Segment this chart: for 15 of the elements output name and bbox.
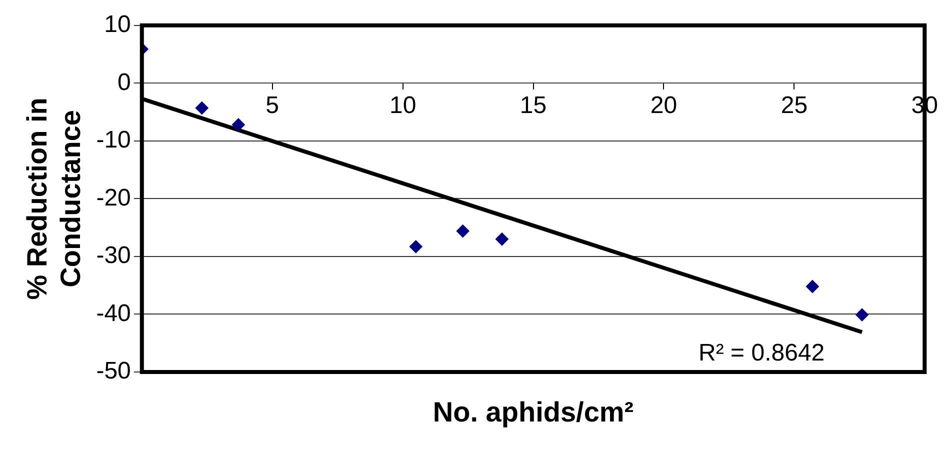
y-tick-label: 0: [118, 68, 131, 96]
x-tick-label: 20: [650, 92, 678, 120]
x-tick-label: 25: [780, 92, 808, 120]
x-tick-label: 10: [389, 92, 416, 120]
y-tick-label: -20: [96, 184, 131, 212]
y-tick-label: -10: [96, 126, 131, 154]
x-tick-label: 15: [520, 92, 547, 120]
x-axis-title: No. aphids/cm²: [432, 396, 634, 428]
y-tick-label: -50: [96, 358, 131, 385]
y-tick-label: 10: [104, 11, 131, 38]
y-axis-title: % Reduction in Conductance: [22, 98, 86, 300]
y-tick-label: -30: [96, 242, 131, 270]
x-tick-label: 5: [266, 92, 280, 120]
annotation: R² = 0.8642: [698, 340, 825, 367]
y-tick-label: -40: [96, 300, 131, 327]
